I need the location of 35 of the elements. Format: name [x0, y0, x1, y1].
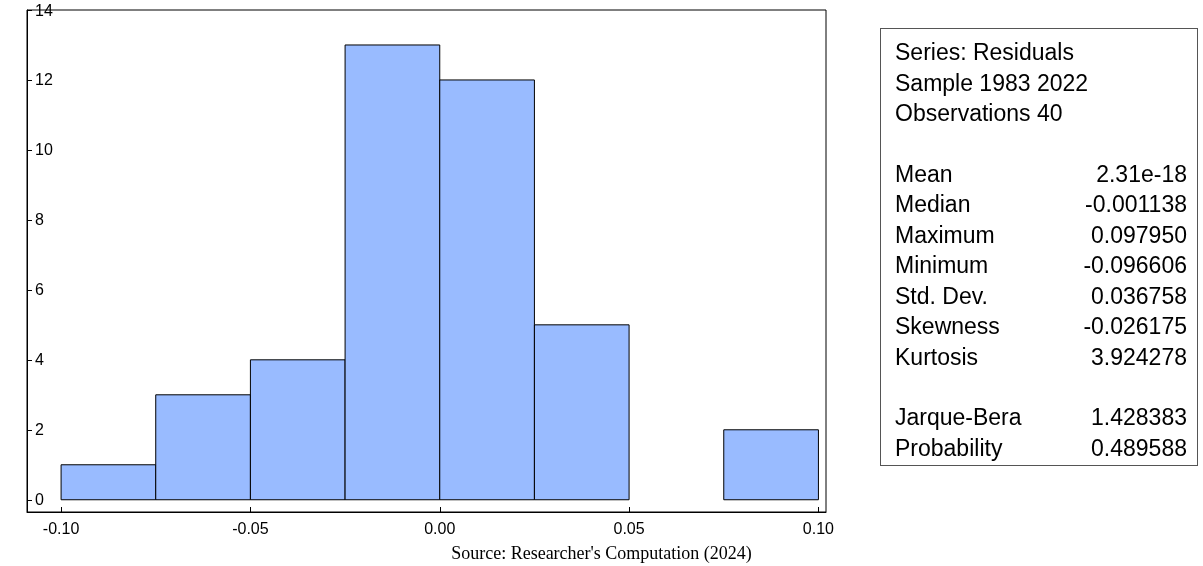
- text: Observations 40: [895, 99, 1064, 128]
- text: Mean: [895, 159, 953, 189]
- text: Sample 1983 2022: [895, 68, 1090, 98]
- text: 0.097950: [1091, 220, 1187, 250]
- x-tick-label: 0.10: [802, 519, 835, 537]
- text: Minimum: [895, 251, 989, 280]
- x-tick-label: -0.05: [232, 519, 269, 537]
- text: Series: Residuals: [895, 38, 1075, 67]
- x-tick-label: 0.00: [424, 519, 456, 537]
- text: 0.036758: [1091, 281, 1187, 311]
- y-tick-label: 6: [35, 281, 44, 299]
- x-tick-label: 0.05: [613, 519, 645, 537]
- text: -0.096606: [1083, 251, 1187, 280]
- text: -0.001138: [1085, 190, 1187, 219]
- source-note: Source: Researcher's Computation (2024): [450, 543, 753, 564]
- y-tick-label: 2: [35, 421, 44, 439]
- y-tick-label: 8: [35, 211, 44, 229]
- text: Median: [895, 190, 971, 219]
- y-tick-label: 14: [35, 1, 53, 19]
- text: -0.026175: [1083, 312, 1187, 341]
- text: Std. Dev.: [895, 281, 988, 311]
- text: 3.924278: [1091, 342, 1187, 372]
- x-tick-label: -0.10: [42, 519, 80, 537]
- y-tick-label: 0: [35, 491, 44, 509]
- text: 1.428383: [1091, 403, 1187, 432]
- text: 0.489588: [1091, 433, 1187, 463]
- y-tick-label: 4: [35, 351, 44, 369]
- text: Kurtosis: [895, 342, 979, 372]
- y-tick-label: 12: [35, 71, 53, 89]
- text: Skewness: [895, 312, 1000, 341]
- text: Jarque-Bera: [895, 403, 1022, 432]
- text: Probability: [895, 433, 1003, 463]
- y-tick-label: 10: [35, 141, 53, 159]
- text: 2.31e-18: [1096, 159, 1187, 189]
- text: Maximum: [895, 220, 995, 250]
